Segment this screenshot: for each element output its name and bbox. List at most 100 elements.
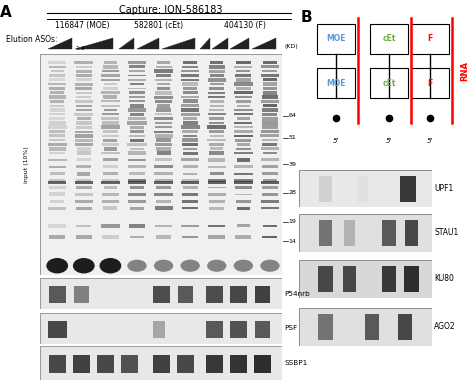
Bar [263,179,277,182]
Bar [49,235,65,239]
Bar [237,158,250,162]
Bar [181,79,200,81]
Text: 51: 51 [289,135,296,140]
Bar [49,74,65,77]
Bar [76,66,92,68]
Bar [209,158,225,162]
Bar [130,130,144,133]
Bar [128,108,146,112]
Bar [104,186,117,189]
Bar [155,131,173,132]
Bar [75,200,93,203]
Bar [235,66,252,68]
Bar [129,172,145,175]
Bar [262,139,278,141]
Bar [209,235,225,239]
Bar [50,172,64,175]
Polygon shape [75,38,113,49]
Bar [128,74,146,76]
Bar [129,135,145,137]
Bar [157,87,171,90]
Bar [261,74,279,77]
Ellipse shape [154,260,173,272]
Bar [209,87,224,90]
Bar [130,236,144,238]
Text: 5': 5' [427,138,433,144]
Bar [76,105,91,107]
Bar [236,61,251,64]
Bar [50,100,64,103]
Bar [263,82,277,86]
Bar [155,79,172,81]
Bar [237,143,250,146]
Bar [48,83,66,85]
Bar [49,186,65,189]
Text: AGO2: AGO2 [434,322,456,331]
Bar [234,173,253,175]
Bar [318,314,333,340]
Bar [156,74,171,77]
Bar [157,83,171,85]
Bar [209,109,224,111]
Bar [102,70,119,72]
Bar [49,139,65,141]
Bar [130,113,144,116]
Bar [103,147,117,151]
Text: 404130 (F): 404130 (F) [225,22,266,30]
Bar [103,87,118,89]
Bar [234,179,253,182]
Text: 1:2: 1:2 [76,46,86,51]
Bar [76,91,92,94]
Bar [210,83,224,85]
Text: 64: 64 [289,113,297,118]
FancyBboxPatch shape [411,24,449,54]
Bar [48,66,66,68]
Bar [208,113,226,115]
Bar [183,166,198,168]
Text: UPF1: UPF1 [434,184,453,193]
Bar [235,186,252,189]
Bar [230,355,247,373]
Text: cEt: cEt [383,34,396,43]
Bar [74,181,93,184]
Bar [103,172,118,175]
Bar [75,83,93,86]
Bar [101,181,119,184]
Bar [101,224,119,228]
Bar [129,96,145,98]
Bar [129,101,145,102]
Bar [49,192,65,197]
Bar [49,179,65,182]
Text: input (10%): input (10%) [24,147,28,184]
Bar [262,172,278,175]
Bar [48,224,66,228]
Bar [182,130,198,133]
Bar [234,113,253,115]
Bar [182,200,198,203]
Text: 28: 28 [289,190,297,195]
Bar [49,121,66,124]
Bar [76,121,92,125]
Bar [236,99,251,103]
Bar [263,78,277,81]
Ellipse shape [260,260,280,272]
Bar [51,70,64,72]
Bar [49,113,65,115]
Bar [128,121,146,124]
Bar [50,91,64,94]
Bar [155,179,173,182]
Bar [181,108,200,112]
Bar [49,87,65,90]
Bar [262,117,278,121]
Bar [101,125,120,129]
Bar [382,266,396,292]
Bar [49,117,65,121]
Text: 116847 (MOE): 116847 (MOE) [55,22,109,30]
Bar [210,147,224,150]
Bar [154,118,173,120]
Bar [102,134,118,137]
Bar [77,158,91,161]
Text: B: B [301,10,313,25]
Bar [182,236,199,238]
Bar [49,286,66,303]
